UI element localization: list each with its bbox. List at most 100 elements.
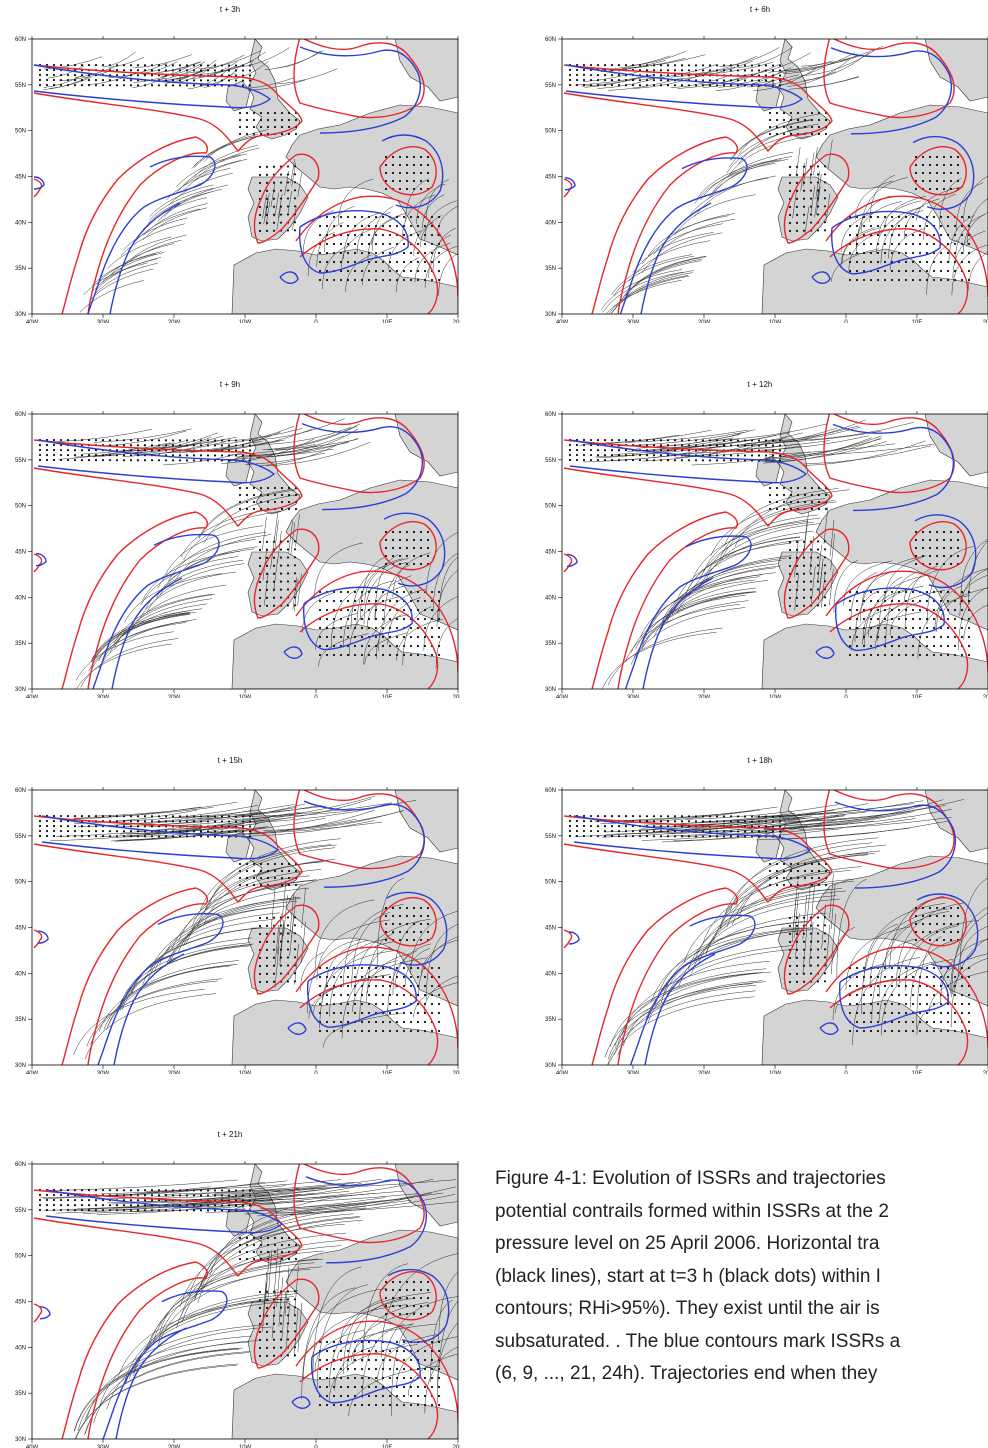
rhi-contour [825, 570, 988, 673]
lon-tick-label: 10W [239, 320, 252, 323]
map-content [32, 414, 458, 689]
caption-line: pressure level on 25 April 2006. Horizon… [495, 1233, 880, 1254]
trajectory-start-dots [568, 438, 971, 657]
lat-tick-label: 35N [15, 1391, 26, 1397]
lon-tick-label: 40W [26, 695, 39, 698]
lat-tick-label: 30N [15, 1063, 26, 1069]
lat-tick-label: 50N [545, 880, 556, 886]
issr-contour [287, 1022, 307, 1035]
lat-tick-label: 45N [15, 926, 26, 932]
lat-tick-label: 50N [15, 1254, 26, 1260]
issr-contour [33, 64, 272, 109]
rhi-contour [253, 153, 320, 244]
rhi-contour [253, 904, 320, 995]
trajectory-start-dots [568, 63, 971, 282]
rhi-contour [591, 887, 727, 1065]
land-area [285, 479, 458, 631]
land-area [231, 1373, 458, 1439]
issr-contour [569, 439, 808, 484]
lat-tick-label: 60N [15, 412, 26, 418]
issr-contour [565, 64, 804, 109]
issr-contour [916, 893, 979, 968]
lat-tick-label: 50N [545, 129, 556, 135]
lat-tick-label: 40N [15, 220, 26, 226]
lat-tick-label: 30N [15, 312, 26, 318]
rhi-contour [617, 136, 739, 314]
caption-line: (6, 9, ..., 21, 24h). Trajectories end w… [495, 1363, 878, 1384]
lon-tick-label: 30W [627, 695, 640, 698]
issr-contour [279, 271, 299, 284]
trajectory-lines [574, 799, 988, 1065]
lat-tick-label: 35N [15, 1017, 26, 1023]
lat-tick-label: 30N [545, 687, 556, 693]
lon-tick-label: 20E [983, 1071, 988, 1074]
land-area [394, 414, 458, 477]
lat-tick-label: 55N [15, 83, 26, 89]
rhi-contour [33, 1189, 303, 1278]
rhi-contour [379, 897, 437, 947]
rhi-contour [909, 146, 967, 196]
land-area [285, 104, 458, 256]
land-area [394, 1164, 458, 1227]
issr-contour [385, 891, 448, 966]
issr-contour [566, 553, 578, 568]
lat-tick-label: 35N [15, 266, 26, 272]
issr-contour [642, 577, 714, 689]
rhi-contour [825, 946, 988, 1049]
caption-line: potential contrails formed within ISSRs … [495, 1200, 889, 1222]
issr-contour [912, 135, 975, 210]
lat-tick-label: 55N [15, 834, 26, 840]
lon-tick-label: 20E [453, 695, 460, 698]
lon-tick-label: 30W [97, 695, 110, 698]
issr-contour [311, 1339, 421, 1404]
land-area [225, 831, 251, 863]
issr-contour [37, 439, 276, 484]
lon-tick-label: 20E [983, 320, 988, 323]
rhi-contour [33, 929, 43, 949]
land-area [394, 39, 458, 102]
lat-tick-label: 45N [545, 926, 556, 932]
land-area [815, 855, 988, 1007]
lat-tick-label: 45N [15, 550, 26, 556]
rhi-contour [783, 528, 850, 619]
map-content [562, 790, 988, 1065]
issr-contour [303, 586, 413, 651]
trajectory-start-dots [38, 438, 441, 657]
rhi-contour [293, 39, 425, 119]
issr-contour [831, 210, 941, 275]
rhi-contour [563, 439, 833, 528]
lat-tick-label: 30N [15, 687, 26, 693]
rhi-contour [87, 136, 209, 314]
panel-title: t + 3h [219, 5, 241, 14]
issr-contour [283, 646, 303, 659]
rhi-contour [61, 511, 197, 689]
issr-contour [35, 552, 47, 567]
lat-tick-label: 60N [545, 37, 556, 43]
rhi-contour [823, 39, 955, 119]
rhi-contour [299, 1353, 439, 1439]
lat-tick-label: 40N [545, 220, 556, 226]
rhi-contour [563, 815, 833, 904]
issr-contour [914, 514, 977, 589]
issr-contour [834, 801, 957, 889]
lon-tick-label: 40W [26, 320, 39, 323]
rhi-contour [617, 511, 739, 689]
issr-contour [381, 134, 444, 209]
rhi-contour [829, 979, 969, 1065]
issr-contour [45, 1189, 284, 1234]
issr-contour [819, 1022, 839, 1035]
issr-contour [303, 800, 426, 888]
issr-contour [87, 155, 216, 314]
issr-contour [299, 46, 422, 134]
issr-contour [619, 157, 748, 314]
lon-tick-label: 10W [239, 1071, 252, 1074]
lon-tick-label: 20W [698, 320, 711, 323]
panel-title: t + 18h [747, 756, 773, 765]
issr-contour [109, 202, 181, 314]
lon-tick-label: 20W [168, 320, 181, 323]
issr-contour [644, 953, 716, 1065]
lat-tick-label: 35N [545, 641, 556, 647]
lat-tick-label: 35N [545, 1017, 556, 1023]
lat-tick-label: 40N [545, 595, 556, 601]
lon-tick-label: 40W [556, 1071, 569, 1074]
